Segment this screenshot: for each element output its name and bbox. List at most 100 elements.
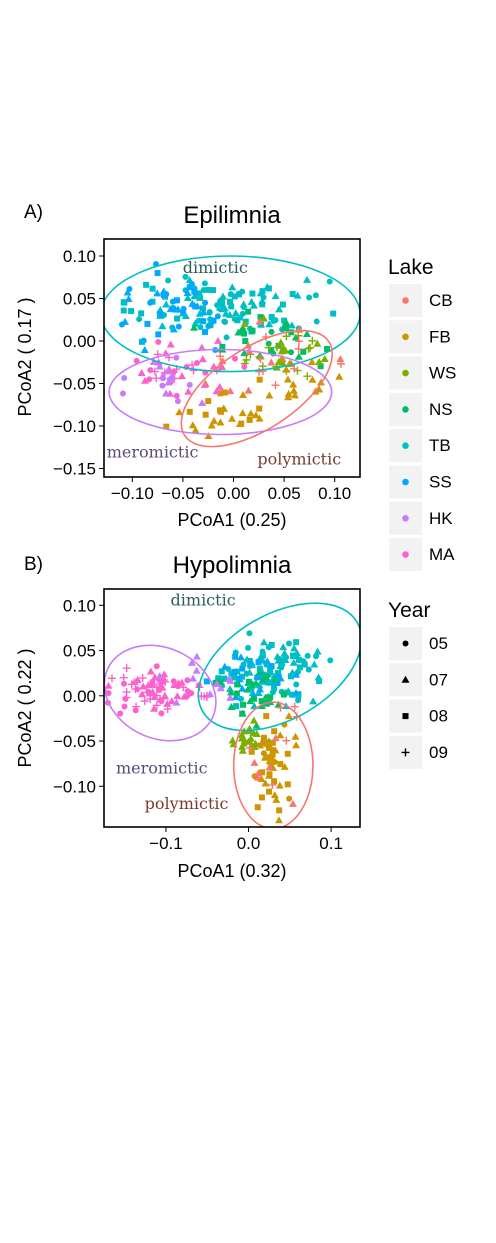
data-point [218,668,225,675]
data-point [279,661,286,668]
data-point [310,660,319,668]
data-point [206,308,213,315]
data-point [284,712,293,720]
data-point [121,375,128,382]
data-point [147,299,154,306]
label-polymictic: polymictic [145,794,229,813]
data-point [255,352,264,361]
data-point [124,295,133,303]
data-point [231,674,238,681]
data-point [217,390,224,397]
data-point [202,411,209,418]
data-point [162,300,171,308]
data-point [276,731,285,739]
data-point [219,298,226,305]
data-point [155,338,162,345]
data-point [315,385,324,393]
data-point [254,769,263,777]
x-tick-label: 0.0 [237,834,261,853]
data-point [133,357,140,364]
data-point [216,684,225,692]
data-point [190,292,199,300]
data-point [160,692,169,700]
data-point [122,664,131,673]
data-point [270,679,277,686]
data-point [191,319,200,327]
data-point [210,287,217,294]
data-point [216,418,225,426]
data-point [293,639,300,646]
x-tick-label: −0.10 [111,484,154,503]
data-point [236,675,243,682]
data-point [277,761,284,768]
data-point [258,794,265,801]
data-point [183,293,192,301]
data-point [266,788,273,795]
data-point [192,652,201,660]
data-point [175,408,184,416]
data-point [237,734,246,742]
data-point [306,343,315,352]
data-point [275,670,282,677]
data-point [240,701,247,708]
data-point [155,362,164,370]
y-tick-label: −0.10 [53,417,96,436]
data-point [232,355,239,362]
data-point [126,285,133,292]
data-point [275,816,284,824]
ellipse-polymictic [232,701,314,827]
data-point [267,358,276,366]
data-point [309,697,318,705]
data-point [315,357,324,365]
data-point [268,328,275,335]
label-dimictic: dimictic [171,590,236,609]
data-point [201,328,208,335]
data-point [197,343,206,351]
data-point [120,307,127,314]
data-point [336,355,345,363]
data-point [233,703,240,710]
legend-label-WS: WS [429,364,456,383]
data-point [137,368,146,376]
data-point [187,658,196,666]
data-point [248,748,255,755]
data-point [275,674,282,681]
data-point [174,315,181,322]
data-point [192,666,201,674]
data-point [313,647,322,655]
ellipse-dimictic [104,255,360,373]
data-point [268,663,275,670]
data-point [239,710,246,717]
data-point [242,355,251,364]
data-point [303,372,312,381]
data-point [292,741,301,749]
data-point [130,677,139,685]
data-point [138,690,147,698]
legend-label-MA: MA [429,545,455,564]
data-point [294,345,303,354]
data-point [289,691,296,698]
data-point [152,701,161,710]
data-point [290,391,299,399]
data-point [289,652,296,659]
legend-lake-title: Lake [388,256,434,279]
data-point [217,679,224,686]
plot-epilimnia: dimictic meromictic polymictic −0.10 −0.05 0.… [53,238,361,503]
data-point [289,380,298,388]
data-point [264,692,273,700]
data-point [313,318,320,325]
data-point [276,703,285,712]
data-point [153,663,160,670]
data-point [255,367,264,376]
data-point [158,698,165,705]
data-point [255,414,264,422]
x-tick-label: 0.10 [318,484,351,503]
data-point [249,290,256,297]
data-point [226,693,235,701]
data-point [193,302,202,310]
data-point [252,729,261,737]
data-point [271,758,278,765]
y-tick-label: 0.00 [63,332,96,351]
data-point [193,359,200,366]
data-point [123,288,132,296]
